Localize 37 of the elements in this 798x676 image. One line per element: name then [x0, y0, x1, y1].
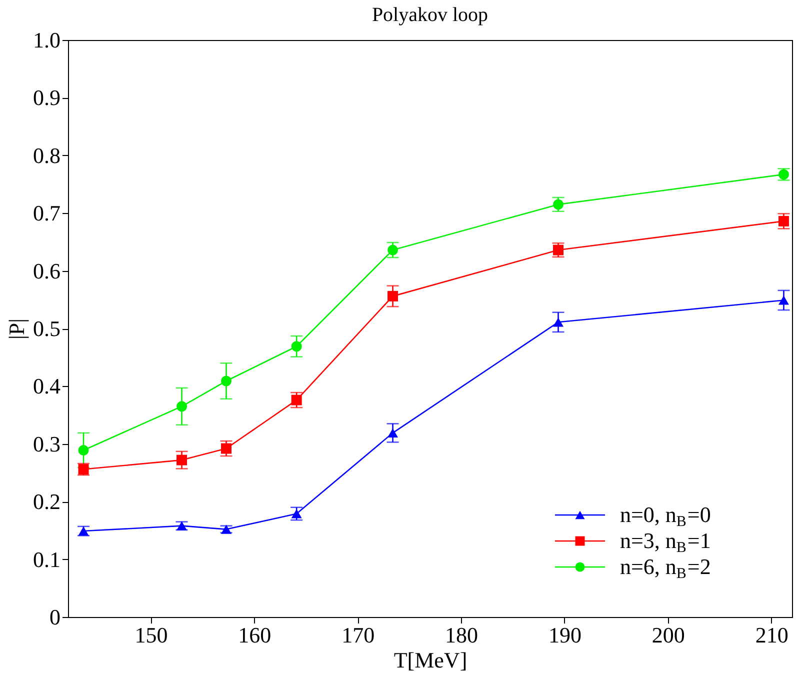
point [778, 216, 789, 226]
y-tick-label: 0.9 [33, 85, 60, 110]
x-axis-title: T[MeV] [394, 648, 468, 672]
point [553, 244, 564, 256]
y-tick-label: 0 [50, 604, 60, 630]
y-tick-label: 0.3 [33, 431, 60, 456]
x-tick-label: 210 [755, 622, 788, 648]
x-tick-label: 180 [445, 622, 478, 648]
x-tick-label: 190 [548, 622, 582, 648]
chart-title: Polyakov loop [372, 4, 488, 26]
y-tick-label: 0.1 [33, 546, 60, 572]
point [553, 199, 564, 210]
x-tick-label: 150 [134, 622, 168, 648]
point [221, 376, 232, 386]
y-tick-label: 1.0 [33, 28, 60, 52]
point [176, 401, 188, 412]
point [176, 454, 188, 466]
y-tick-label: 0.5 [33, 316, 60, 341]
point [388, 290, 398, 302]
y-tick-label: 0.7 [33, 200, 60, 226]
y-tick-label: 0.2 [33, 489, 60, 514]
point [778, 296, 789, 305]
x-tick-label: 160 [238, 622, 272, 648]
point [291, 394, 302, 406]
y-tick-label: 0.6 [33, 258, 60, 284]
x-tick-label: 200 [652, 622, 685, 648]
point [553, 318, 564, 327]
point [291, 341, 302, 352]
point [388, 428, 398, 438]
y-tick-label: 0.4 [33, 374, 60, 399]
point [221, 443, 232, 454]
point [388, 244, 398, 256]
point [78, 445, 89, 456]
y-tick-label: 0.8 [33, 142, 60, 168]
x-tick-label: 170 [342, 622, 375, 648]
y-axis-title: |P| [4, 318, 29, 340]
point [291, 509, 302, 518]
